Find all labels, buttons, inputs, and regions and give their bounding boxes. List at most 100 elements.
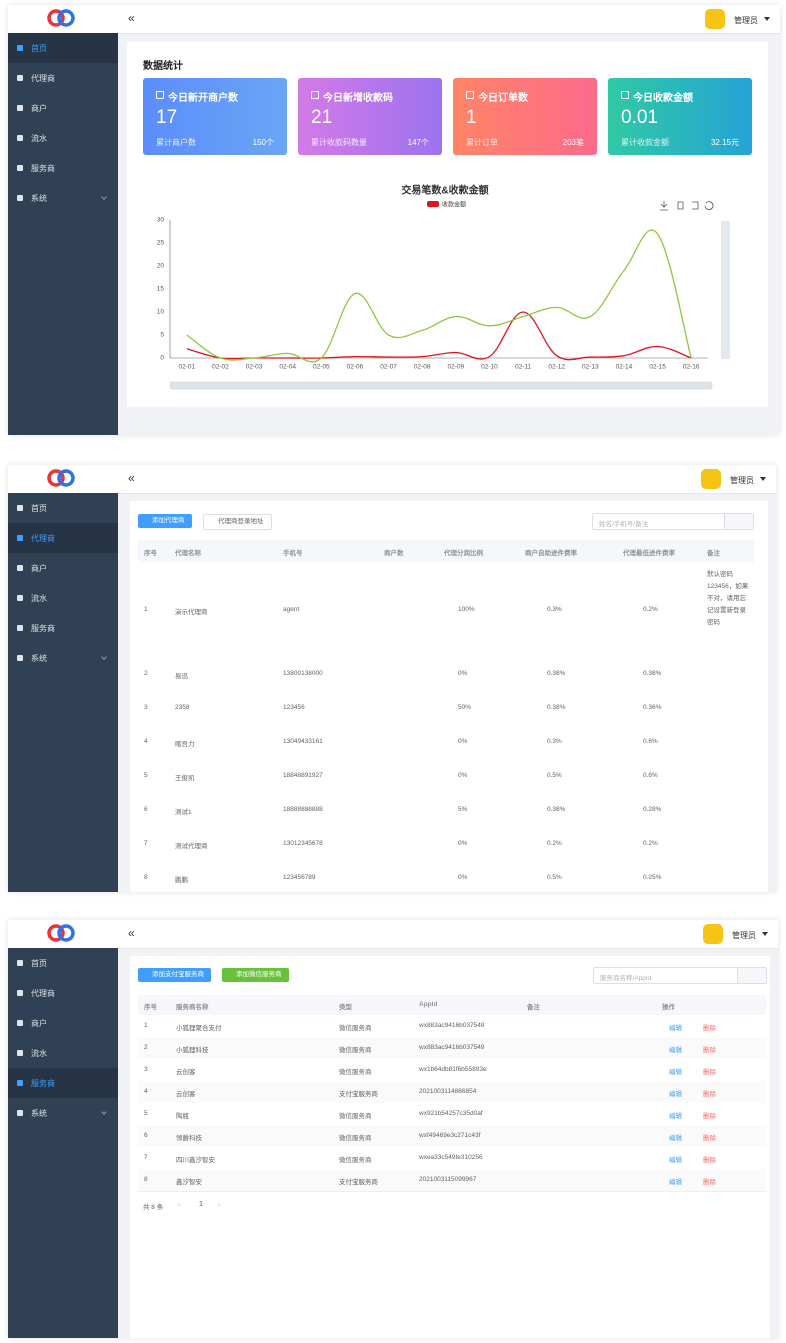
menu-item[interactable]: 首页	[8, 33, 118, 63]
collapse-button[interactable]: «	[128, 926, 135, 940]
table-cell: 0.6%	[643, 772, 658, 779]
menu-item[interactable]: 首页	[8, 493, 118, 523]
x-tick-label: 02-14	[616, 364, 633, 371]
stat-value: 17	[156, 107, 178, 128]
table-cell: 测试1	[175, 809, 192, 816]
user-name[interactable]: 管理员	[732, 931, 756, 940]
user-name[interactable]: 管理员	[730, 476, 754, 485]
edit-button[interactable]: 编辑	[669, 1025, 682, 1032]
menu-item[interactable]: 代理商	[8, 523, 118, 553]
table-row	[138, 657, 754, 692]
table-cell: 微信服务商	[339, 1047, 372, 1054]
table-cell: wx1b64db81f6b55893e	[419, 1066, 487, 1073]
pagination-page[interactable]: 1	[199, 1201, 203, 1208]
menu-label: 商户	[31, 564, 47, 573]
menu-icon	[17, 45, 23, 51]
table-cell: 0%	[458, 840, 468, 847]
table-cell: 云创客	[176, 1091, 196, 1098]
table-cell: 0.38%	[547, 670, 566, 677]
button[interactable]: 代理商登录地址	[203, 514, 272, 530]
menu-icon	[17, 1020, 23, 1026]
menu-icon	[17, 1110, 23, 1116]
delete-button[interactable]: 删除	[703, 1179, 716, 1186]
avatar	[701, 469, 721, 489]
y-tick-label: 15	[157, 286, 165, 293]
menu-item[interactable]: 流水	[8, 583, 118, 613]
table-cell: 0.28%	[643, 806, 662, 813]
button[interactable]: 添加微信服务商	[222, 968, 289, 982]
menu-item[interactable]: 服务商	[8, 153, 118, 183]
menu-label: 服务商	[31, 1079, 55, 1088]
delete-button[interactable]: 删除	[703, 1025, 716, 1032]
table-cell: 0.38%	[547, 704, 566, 711]
table-cell: 支付宝服务商	[339, 1179, 378, 1186]
table-cell: 18888888888	[283, 806, 323, 813]
collapse-button[interactable]: «	[128, 471, 135, 485]
button[interactable]: 添加代理商	[138, 514, 192, 528]
menu-item[interactable]: 商户	[8, 553, 118, 583]
table-cell: 3	[144, 704, 148, 711]
menu-item[interactable]: 商户	[8, 93, 118, 123]
legend-label: 收款金额	[442, 201, 466, 209]
pagination-next[interactable]: ›	[218, 1200, 221, 1209]
search-button[interactable]	[737, 968, 766, 983]
table-cell: 7	[144, 840, 148, 847]
table-row	[138, 793, 754, 828]
menu-item[interactable]: 系统	[8, 1098, 118, 1128]
search-box[interactable]: 姓名/手机号/备注	[592, 513, 754, 530]
stat-value: 21	[311, 107, 333, 128]
menu-icon	[17, 135, 23, 141]
button[interactable]: 添加支付宝服务商	[138, 968, 211, 982]
search-placeholder: 姓名/手机号/备注	[599, 521, 649, 528]
menu-icon	[17, 75, 23, 81]
zoom-slider-y	[721, 221, 730, 359]
edit-button[interactable]: 编辑	[669, 1091, 682, 1098]
delete-button[interactable]: 删除	[703, 1157, 716, 1164]
menu-item[interactable]: 代理商	[8, 978, 118, 1008]
menu-item[interactable]: 服务商	[8, 613, 118, 643]
menu-item[interactable]: 流水	[8, 1038, 118, 1068]
collapse-button[interactable]: «	[128, 11, 135, 25]
pagination-prev[interactable]: ‹	[178, 1200, 181, 1209]
sidebar	[8, 33, 118, 435]
column-header: 备注	[707, 550, 720, 557]
column-header: 类型	[339, 1004, 352, 1011]
table-cell: 0%	[458, 772, 468, 779]
search-box[interactable]: 服务商名称/AppId	[593, 967, 767, 984]
menu-item[interactable]: 流水	[8, 123, 118, 153]
table-cell: 领爵科技	[176, 1135, 202, 1142]
menu-icon	[17, 505, 23, 511]
stat-icon	[311, 91, 319, 99]
delete-button[interactable]: 删除	[703, 1113, 716, 1120]
menu-item[interactable]: 商户	[8, 1008, 118, 1038]
edit-button[interactable]: 编辑	[669, 1135, 682, 1142]
toolbox-icon	[692, 201, 699, 210]
menu-item[interactable]: 首页	[8, 948, 118, 978]
menu-item[interactable]: 系统	[8, 643, 118, 673]
delete-button[interactable]: 删除	[703, 1091, 716, 1098]
column-header: 序号	[144, 550, 157, 557]
table-cell: 0.38%	[547, 806, 566, 813]
search-button[interactable]	[724, 514, 753, 529]
table-cell: 13049433161	[283, 738, 323, 745]
table-header	[138, 540, 754, 562]
delete-button[interactable]: 删除	[703, 1135, 716, 1142]
table-cell: 王俊凯	[175, 775, 195, 782]
menu-item[interactable]: 系统	[8, 183, 118, 213]
table-cell: 5	[144, 772, 148, 779]
delete-button[interactable]: 删除	[703, 1069, 716, 1076]
user-name[interactable]: 管理员	[734, 16, 758, 25]
search-placeholder: 服务商名称/AppId	[600, 975, 652, 982]
chart-title: 交易笔数&收款金额	[401, 184, 488, 197]
menu-item[interactable]: 服务商	[8, 1068, 118, 1098]
delete-button[interactable]: 删除	[703, 1047, 716, 1054]
edit-button[interactable]: 编辑	[669, 1069, 682, 1076]
column-header: 商户数	[384, 550, 404, 557]
section-title: 数据统计	[143, 61, 183, 72]
edit-button[interactable]: 编辑	[669, 1157, 682, 1164]
edit-button[interactable]: 编辑	[669, 1179, 682, 1186]
menu-item[interactable]: 代理商	[8, 63, 118, 93]
edit-button[interactable]: 编辑	[669, 1047, 682, 1054]
edit-button[interactable]: 编辑	[669, 1113, 682, 1120]
